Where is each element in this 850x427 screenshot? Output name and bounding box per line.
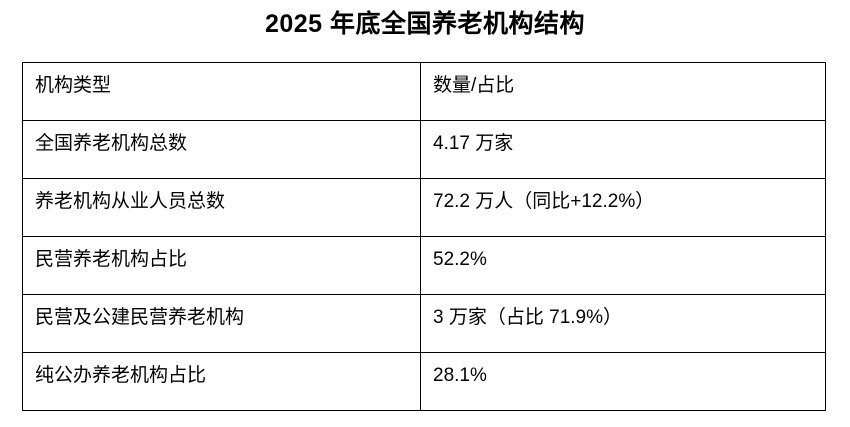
cell-institution-type: 养老机构从业人员总数	[22, 178, 421, 237]
cell-value: 28.1%	[420, 352, 826, 411]
cell-institution-type: 民营养老机构占比	[22, 236, 421, 295]
table-row: 纯公办养老机构占比 28.1%	[22, 352, 826, 411]
table-row: 全国养老机构总数 4.17 万家	[22, 120, 826, 179]
cell-institution-type: 民营及公建民营养老机构	[22, 294, 421, 353]
cell-value: 3 万家（占比 71.9%）	[420, 294, 826, 353]
page-title: 2025 年底全国养老机构结构	[264, 10, 586, 38]
table-header-row: 机构类型 数量/占比	[22, 62, 826, 121]
table-row: 民营及公建民营养老机构 3 万家（占比 71.9%）	[22, 294, 826, 353]
cell-value: 52.2%	[420, 236, 826, 295]
cell-institution-type: 全国养老机构总数	[22, 120, 421, 179]
cell-value: 72.2 万人（同比+12.2%）	[420, 178, 826, 237]
cell-institution-type: 纯公办养老机构占比	[22, 352, 421, 411]
table-row: 养老机构从业人员总数 72.2 万人（同比+12.2%）	[22, 178, 826, 237]
column-header-quantity-proportion: 数量/占比	[420, 62, 826, 121]
elderly-care-structure-table: 机构类型 数量/占比 全国养老机构总数 4.17 万家 养老机构从业人员总数 7…	[22, 62, 826, 411]
table-row: 民营养老机构占比 52.2%	[22, 236, 826, 295]
column-header-institution-type: 机构类型	[22, 62, 421, 121]
cell-value: 4.17 万家	[420, 120, 826, 179]
